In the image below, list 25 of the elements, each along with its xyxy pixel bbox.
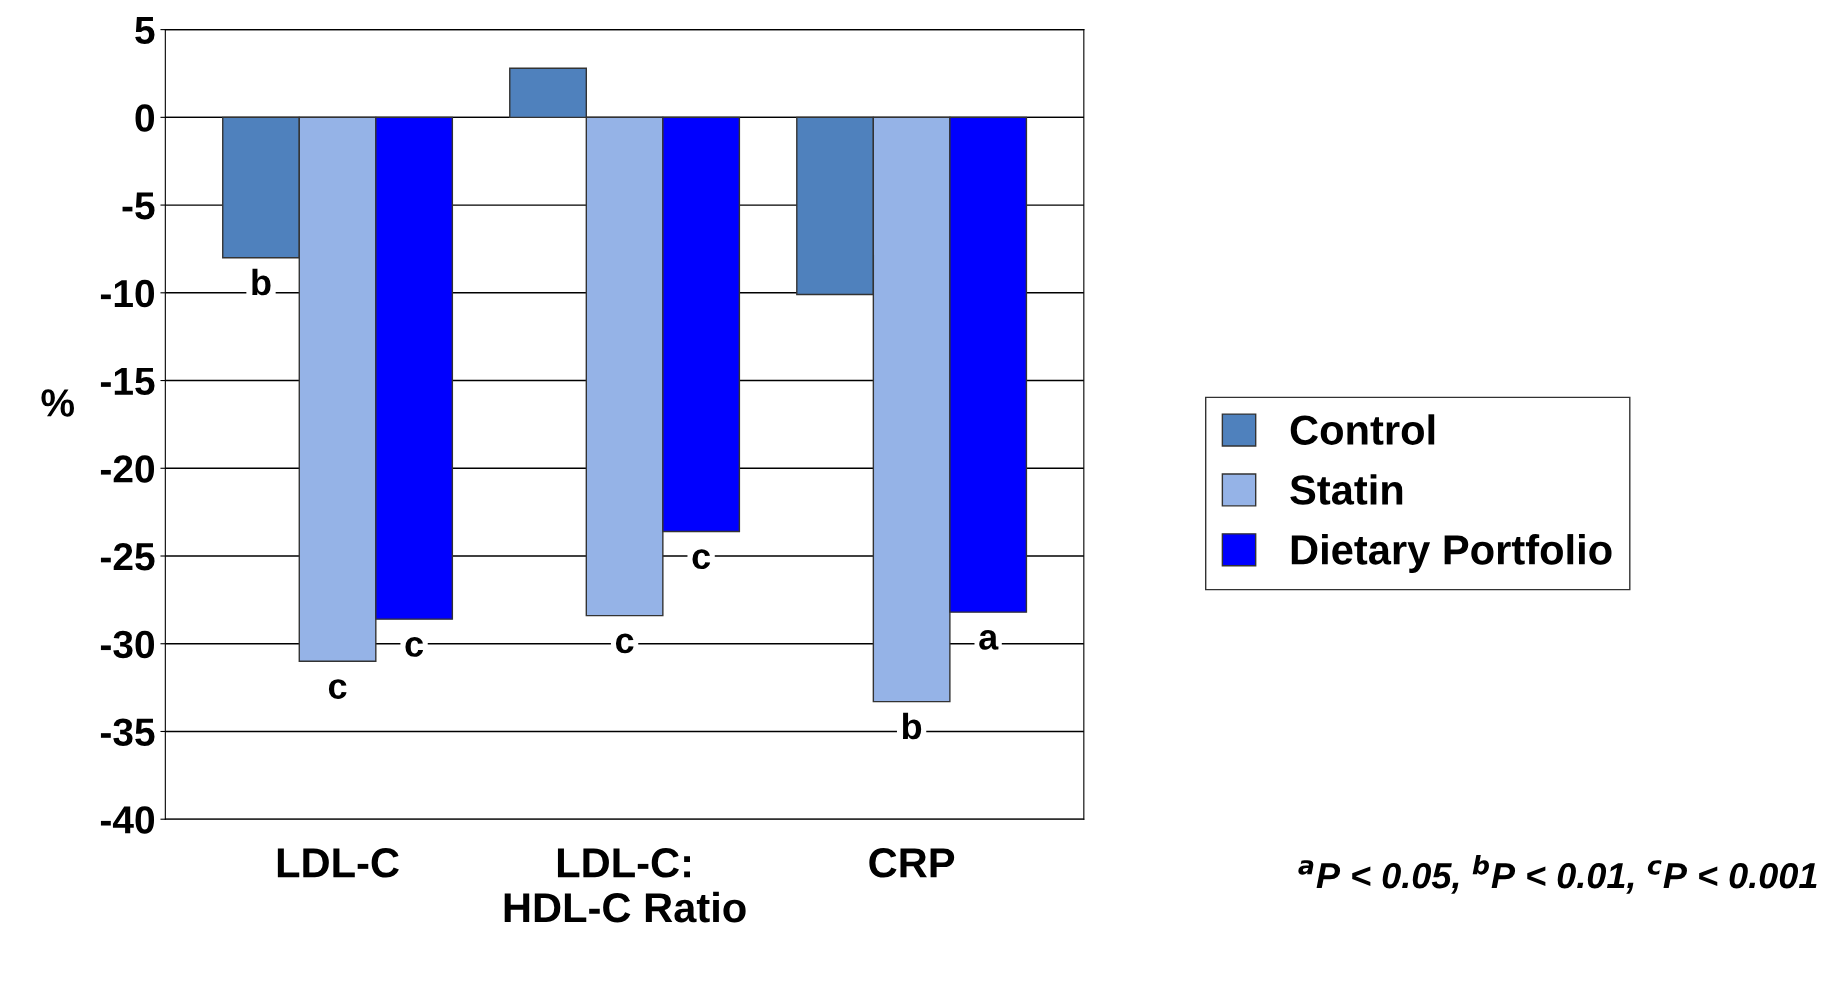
y-tick-label: -35 xyxy=(100,718,155,747)
data-label: c xyxy=(692,549,711,570)
legend-label: Control xyxy=(1290,414,1435,445)
data-label: c xyxy=(328,679,347,699)
x-tick-label: LDL-C: HDL-C Ratio xyxy=(504,848,746,923)
x-tick-label: CRP xyxy=(869,848,955,878)
legend-label: Dietary Portfolio xyxy=(1291,534,1612,573)
y-tick-label: -40 xyxy=(100,806,155,834)
y-tick-label: -25 xyxy=(100,542,155,571)
y-tick-label: -30 xyxy=(100,630,155,659)
y-tick-label: 5 xyxy=(135,16,155,45)
y-tick-label: -5 xyxy=(122,192,155,220)
data-label: c xyxy=(615,633,634,654)
y-tick-label: -20 xyxy=(100,455,155,483)
data-label: a xyxy=(979,630,999,650)
y-tick-label: -10 xyxy=(100,279,155,308)
y-axis-title: % xyxy=(41,389,74,417)
legend-label: Statin xyxy=(1290,474,1403,505)
x-tick-label: LDL-C xyxy=(277,848,399,878)
data-label: c xyxy=(405,637,424,657)
text: $^{a}$P < 0.05, $^{b}$P < 0.01, $^{c}$P < 0.001 xyxy=(1298,855,1817,894)
data-label: b xyxy=(902,712,922,740)
y-tick-label: 0 xyxy=(135,104,155,132)
data-label: b xyxy=(252,268,271,296)
y-tick-label: -15 xyxy=(100,367,155,396)
